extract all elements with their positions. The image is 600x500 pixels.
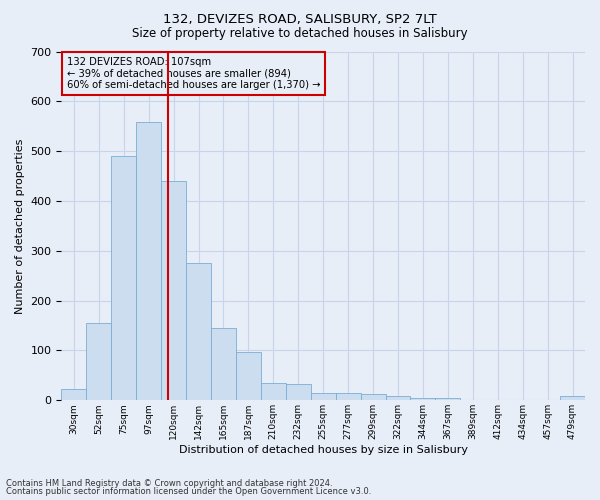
Bar [311,393,335,400]
Bar [136,122,161,400]
Bar [111,156,136,400]
Y-axis label: Number of detached properties: Number of detached properties [15,138,25,314]
Bar [261,383,286,400]
Text: Contains public sector information licensed under the Open Government Licence v3: Contains public sector information licen… [6,487,371,496]
Text: Size of property relative to detached houses in Salisbury: Size of property relative to detached ho… [132,28,468,40]
Bar [236,352,261,401]
Bar [361,394,386,400]
Bar [386,396,410,400]
Bar [560,396,585,400]
Bar [86,323,111,400]
Bar [186,264,211,400]
Bar [335,393,361,400]
Bar [286,384,311,400]
Bar [61,390,86,400]
Text: Contains HM Land Registry data © Crown copyright and database right 2024.: Contains HM Land Registry data © Crown c… [6,478,332,488]
Bar [410,398,436,400]
Bar [211,328,236,400]
Bar [161,181,186,400]
X-axis label: Distribution of detached houses by size in Salisbury: Distribution of detached houses by size … [179,445,468,455]
Text: 132 DEVIZES ROAD: 107sqm
← 39% of detached houses are smaller (894)
60% of semi-: 132 DEVIZES ROAD: 107sqm ← 39% of detach… [67,56,320,90]
Bar [436,398,460,400]
Text: 132, DEVIZES ROAD, SALISBURY, SP2 7LT: 132, DEVIZES ROAD, SALISBURY, SP2 7LT [163,12,437,26]
